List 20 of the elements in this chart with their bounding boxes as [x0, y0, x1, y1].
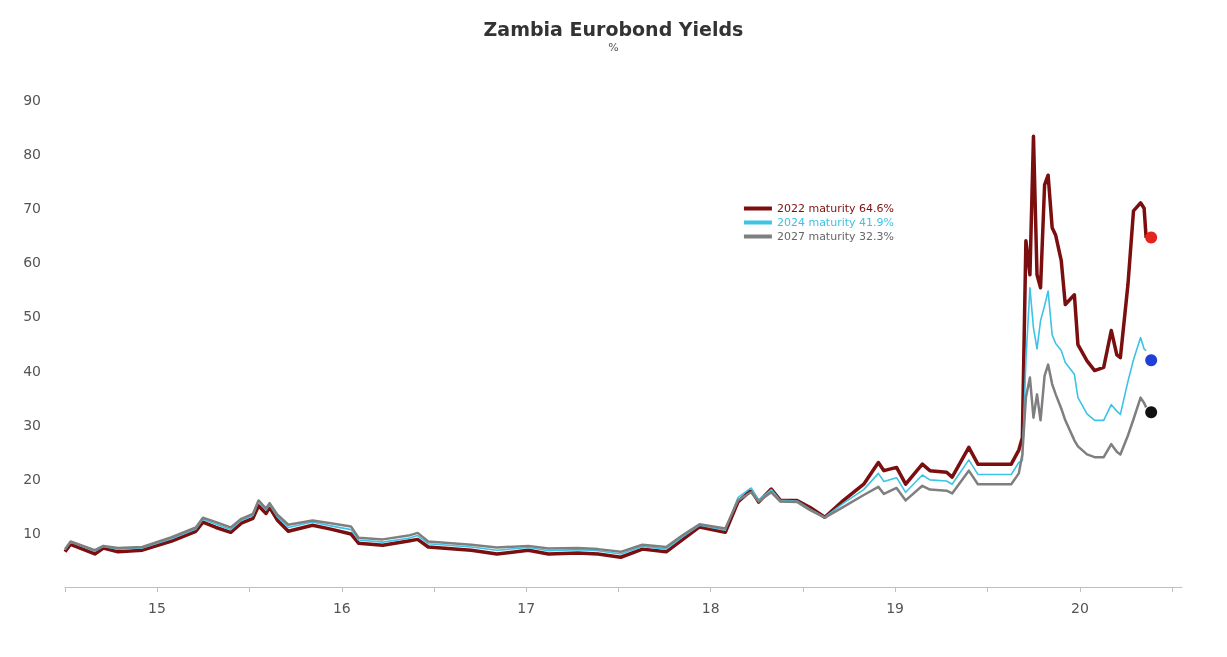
y-tick-label: 20	[23, 470, 41, 487]
y-tick-label: 30	[23, 416, 41, 433]
chart-subtitle: %	[608, 41, 619, 54]
legend-label: 2024 maturity 41.9%	[776, 216, 894, 229]
legend-label: 2022 maturity 64.6%	[776, 202, 894, 215]
y-tick-label: 90	[23, 92, 41, 108]
y-tick-label: 10	[23, 524, 41, 541]
x-tick-label: 16	[332, 600, 351, 616]
y-tick-label: 50	[23, 308, 41, 325]
legend-label: 2027 maturity 32.3%	[776, 230, 894, 243]
x-tick-label: 19	[886, 600, 904, 616]
x-tick-label: 15	[148, 600, 166, 616]
y-tick-label: 80	[23, 146, 41, 163]
y-tick-label: 60	[23, 254, 41, 271]
x-tick-label: 20	[1071, 600, 1089, 616]
y-tick-label: 70	[23, 200, 41, 217]
x-tick-label: 17	[517, 600, 536, 616]
x-tick-label: 18	[701, 600, 720, 616]
chart-title: Zambia Eurobond Yields	[483, 17, 744, 40]
y-tick-label: 40	[23, 362, 41, 379]
